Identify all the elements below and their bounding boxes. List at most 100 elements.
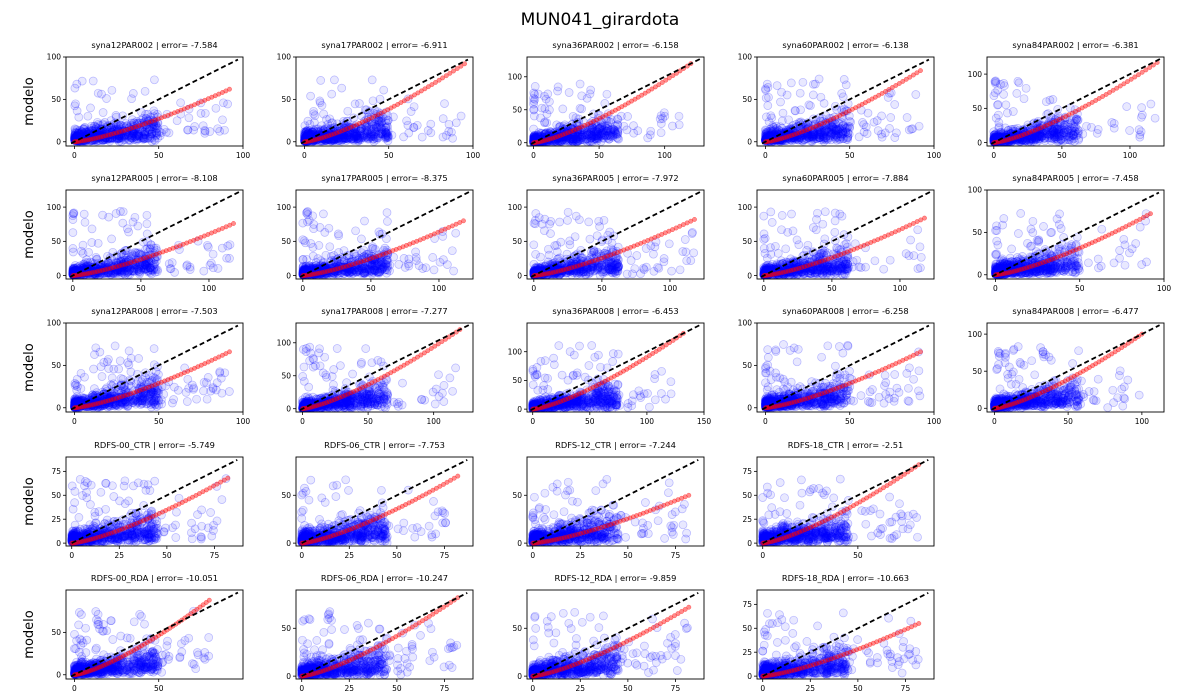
scatter-point [824,126,834,135]
scatter-point [143,133,152,143]
scatter-point [99,129,109,139]
scatter-point [656,128,666,138]
scatter-point [343,106,353,116]
scatter-point [602,131,612,141]
scatter-point [131,131,141,141]
scatter-point [798,77,808,87]
scatter-point [100,118,110,127]
scatter-point [148,124,158,133]
scatter-point [76,128,86,138]
scatter-point [107,85,117,95]
scatter-point [141,130,150,140]
fit-point [131,125,137,131]
scatter-point [399,132,408,142]
scatter-point [343,130,353,140]
scatter-point [1122,102,1132,111]
scatter-point [185,262,195,272]
scatter-point [142,219,152,229]
scatter-point [352,131,362,141]
scatter-point [127,127,137,137]
scatter-point [107,234,116,244]
scatter-point [451,118,461,128]
scatter-point [140,86,150,96]
y-tick-label: 100 [968,70,983,79]
scatter-point [991,113,1001,123]
scatter-point [199,266,209,276]
scatter-point [315,96,325,106]
scatter-point [131,125,141,135]
scatter-point [190,122,200,131]
scatter-point [435,257,445,267]
scatter-point [366,127,376,137]
y-tick-label: 0 [56,137,61,146]
y-tick-label: 50 [281,95,291,104]
scatter-point [351,226,360,236]
scatter-point [367,269,377,279]
scatter-point [1074,126,1084,136]
scatter-point [839,75,849,84]
scatter-point [140,130,150,140]
scatter-point [342,134,352,143]
scatter-point [582,93,592,103]
scatter-point [456,111,466,121]
scatter-point [353,132,363,142]
scatter-point [674,111,684,121]
scatter-point [1056,135,1066,145]
scatter-point [602,89,612,99]
scatter-point [151,121,160,131]
scatter-point [68,244,78,253]
scatter-point [114,131,124,141]
scatter-point [324,135,334,145]
scatter-point [442,131,451,140]
scatter-point [302,207,312,217]
scatter-point [139,133,149,143]
scatter-point [147,127,157,137]
subplot-title: syna12PAR002 | error= -7.584 [91,40,217,50]
scatter-point [200,108,210,118]
y-tick-label: 100 [47,53,62,62]
scatter-point [90,122,100,131]
scatter-point [120,134,130,144]
scatter-point [217,243,227,253]
scatter-point [152,128,162,138]
scatter-point [302,131,312,140]
scatter-point [71,129,80,138]
scatter-point [379,85,389,95]
scatter-point [68,265,78,274]
scatter-point [130,132,139,142]
scatter-point [72,125,82,135]
scatter-point [300,127,310,137]
scatter-point [843,133,853,143]
scatter-point [119,135,129,145]
scatter-point [143,117,153,126]
scatter-point [1087,122,1096,132]
scatter-point [381,132,390,141]
scatter-point [94,131,104,141]
fit-point [140,122,146,128]
scatter-point [74,129,84,139]
scatter-point [907,124,916,134]
scatter-point [782,90,792,100]
scatter-point [1069,134,1079,143]
scatter-point [382,208,392,217]
scatter-point [356,126,366,136]
scatter-point [128,217,138,227]
scatter-point [357,266,366,275]
scatter-point [862,129,872,138]
scatter-point [98,124,107,134]
scatter-point [381,127,391,137]
scatter-point [349,131,359,141]
scatter-point [364,132,374,142]
scatter-point [134,131,143,141]
scatter-point [104,128,114,137]
scatter-point [117,133,126,143]
scatter-point [529,88,539,98]
scatter-point [300,129,310,139]
scatter-point [869,117,879,127]
scatter-point [444,127,454,136]
scatter-point [146,132,155,142]
scatter-point [880,128,890,138]
scatter-point [73,128,83,138]
